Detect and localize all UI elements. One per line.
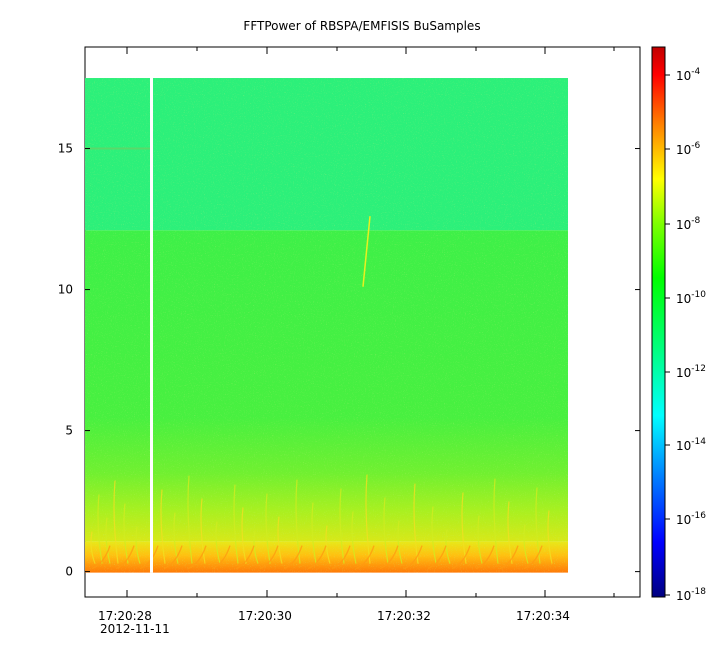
noise-overlay [85, 78, 568, 573]
colorbar-tick-label: 10-18 [676, 587, 706, 603]
whistler-streak [413, 483, 419, 564]
low-streak [499, 545, 519, 570]
whistler-streak [523, 524, 529, 564]
y-tick-label: 15 [58, 142, 73, 156]
y-tick-label: 10 [58, 283, 73, 297]
rising-streak [362, 216, 371, 287]
colorbar-ticks: 10-4 10-6 10-8 10-10 10-12 10-14 10-16 10-18 [665, 67, 706, 603]
y-axis: 0 5 10 15 [58, 142, 640, 579]
x-tick-label: 17:20:34 [516, 609, 570, 623]
colorbar-tick-label: 10-10 [676, 290, 706, 306]
whistler-streak [160, 489, 166, 564]
low-streak [259, 545, 279, 570]
low-streak [211, 545, 231, 570]
whistler-streak [365, 474, 371, 564]
whistler-streak [383, 497, 389, 564]
whistler-streak [431, 506, 437, 564]
whistler-streak [535, 487, 541, 564]
low-streak [187, 545, 207, 570]
low-streak [163, 545, 183, 570]
whistler-streak [311, 502, 317, 564]
whistler-streak [90, 531, 96, 564]
whistler-streak [105, 517, 111, 564]
whistler-streak [253, 530, 259, 564]
whistler-streak [547, 510, 553, 564]
whistler-streak [135, 526, 141, 564]
colorbar-tick-label: 10-14 [676, 437, 706, 453]
whistler-streak [233, 484, 239, 564]
low-streak [475, 545, 495, 570]
y-tick-label: 0 [65, 565, 73, 579]
low-streak [331, 545, 351, 570]
whistler-streak [277, 516, 283, 564]
low-streak [451, 545, 471, 570]
low-streak [355, 545, 375, 570]
whistler-streak [325, 525, 331, 564]
low-streak [235, 545, 255, 570]
x-tick-label: 17:20:30 [238, 609, 292, 623]
whistler-streak [351, 511, 357, 564]
colorbar-tick-label: 10-6 [676, 141, 701, 157]
low-streak [379, 545, 399, 570]
colorbar [651, 46, 666, 598]
colorbar-tick-label: 10-4 [676, 67, 701, 83]
whistler-streak [397, 520, 403, 564]
spectrogram-image [85, 78, 568, 573]
whistler-streak [97, 494, 103, 564]
low-streak [91, 545, 111, 570]
x-tick-label: 17:20:28 [98, 609, 152, 623]
colorbar-tick-label: 10-12 [676, 364, 706, 380]
x-axis: 17:20:28 17:20:30 17:20:32 17:20:34 2012-11-… [98, 47, 615, 636]
whistler-streak [113, 480, 119, 564]
low-streak [307, 545, 327, 570]
data-gap [150, 78, 153, 573]
whistler-streak [241, 507, 247, 564]
low-streak [427, 545, 447, 570]
whistler-streak [339, 488, 345, 564]
whistler-streak [507, 501, 513, 564]
whistler-streak [123, 503, 129, 564]
whistler-streak [187, 475, 193, 564]
x-date-label: 2012-11-11 [100, 622, 170, 636]
y-tick-label: 5 [65, 424, 73, 438]
whistler-streak [265, 493, 271, 564]
colorbar-tick-label: 10-8 [676, 216, 701, 232]
low-streak [523, 545, 543, 570]
low-streak [115, 545, 135, 570]
x-tick-label: 17:20:32 [377, 609, 431, 623]
low-streak [283, 545, 303, 570]
whistler-streak [215, 521, 221, 564]
chart-title: FFTPower of RBSPA/EMFISIS BuSamples [243, 19, 480, 33]
low-streak [403, 545, 423, 570]
colorbar-tick-label: 10-16 [676, 511, 706, 527]
whistler-streak [477, 515, 483, 564]
whistler-streak [493, 478, 499, 564]
whistler-streak [200, 498, 206, 564]
whistler-streak [173, 512, 179, 564]
